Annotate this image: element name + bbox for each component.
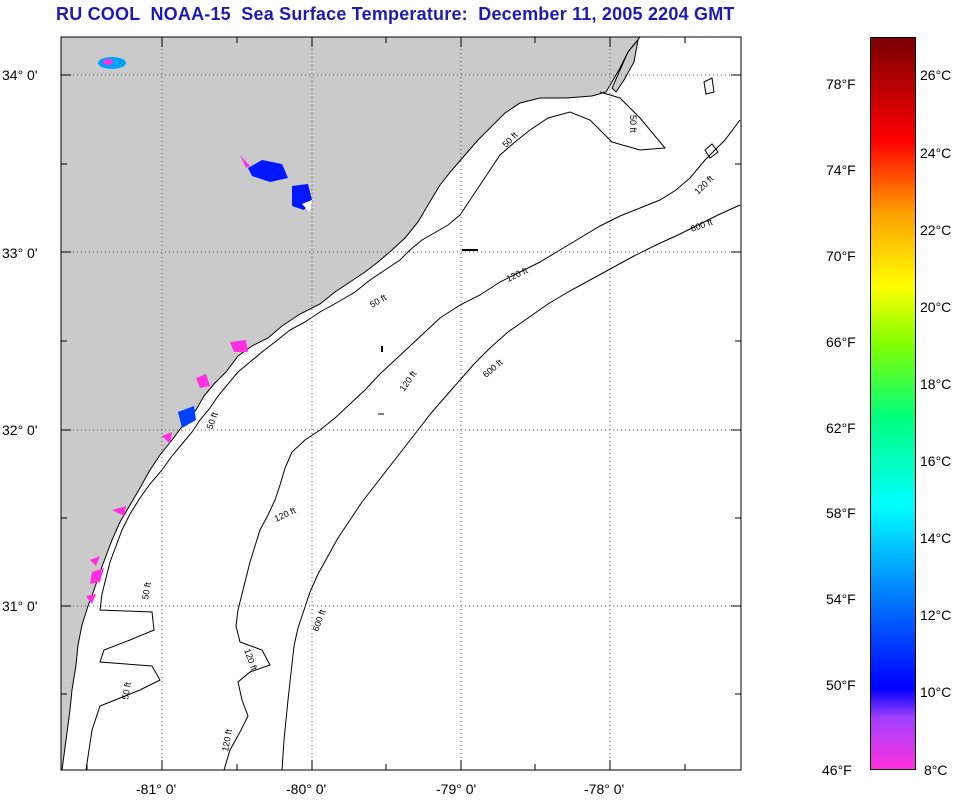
lon-label-80: -80° 0' [286,781,326,797]
cb-c-26: 26°C [920,67,952,83]
cb-c-20: 20°C [920,299,952,315]
lat-label-32: 32° 0' [2,422,38,438]
lat-label-33: 33° 0' [2,245,38,261]
cb-f-54: 54°F [826,591,856,607]
lat-label-34: 34° 0' [2,67,38,83]
contour-120ft [223,119,741,770]
contour-50ft [85,91,667,770]
axis-ticks [61,37,741,770]
contour-label-120-f: 120 ft [220,728,234,752]
cb-f-66: 66°F [826,334,856,350]
lat-label-31: 31° 0' [2,598,38,614]
cb-f-58: 58°F [826,505,856,521]
contour-label-50-b: 50 ft [628,115,638,133]
sst-patches [86,57,312,604]
graticule [61,37,741,770]
cb-f-74: 74°F [826,162,856,178]
cb-c-8: 8°C [924,762,948,778]
cb-f-46: 46°F [822,762,852,778]
cb-f-70: 70°F [826,248,856,264]
map-frame [60,36,742,771]
cb-c-16: 16°C [920,453,952,469]
bathymetry-contours [85,77,741,770]
cb-c-10: 10°C [920,684,952,700]
lon-label-81: -81° 0' [136,781,176,797]
cb-c-24: 24°C [920,145,952,161]
cb-f-78: 78°F [826,76,856,92]
cb-f-62: 62°F [826,420,856,436]
temperature-colorbar [870,37,916,770]
cb-c-12: 12°C [920,607,952,623]
lon-label-79: -79° 0' [436,781,476,797]
barrier-island [611,38,639,93]
contour-label-50-f: 50 ft [120,681,133,700]
contour-600ft [281,204,741,770]
cb-f-50: 50°F [826,677,856,693]
cb-c-18: 18°C [920,376,952,392]
cb-c-22: 22°C [920,222,952,238]
cb-c-14: 14°C [920,530,952,546]
land-mass [61,37,641,770]
contour-label-50-e: 50 ft [140,581,153,600]
map-title: RU COOL NOAA-15 Sea Surface Temperature:… [56,4,735,24]
lon-label-78: -78° 0' [584,781,624,797]
